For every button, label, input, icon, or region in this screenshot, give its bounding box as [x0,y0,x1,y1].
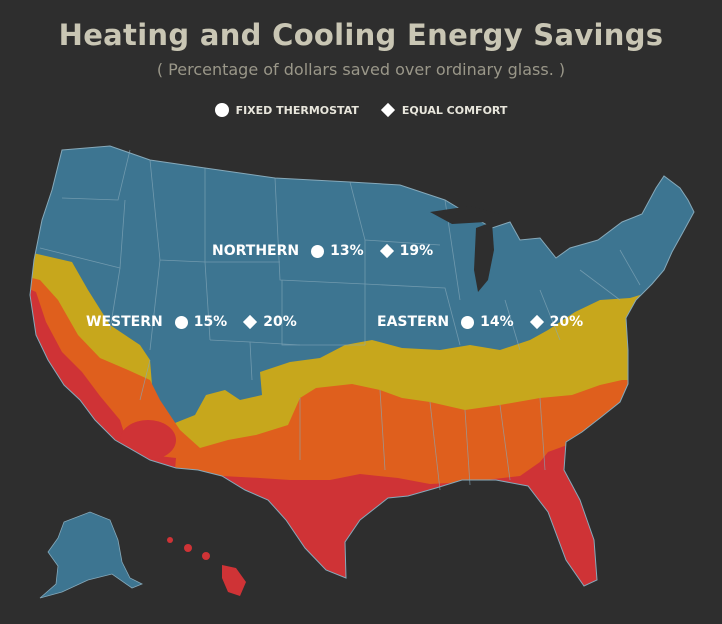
legend-fixed-thermostat-label: FIXED THERMOSTAT [235,103,359,117]
circle-icon [214,103,229,117]
map-subtitle: ( Percentage of dollars saved over ordin… [156,60,566,79]
diamond-icon [243,314,258,330]
diamond-icon [529,314,544,330]
lake-superior [430,206,500,224]
alaska [39,511,143,599]
region-eastern-equal-value: 20% [549,314,584,330]
circle-icon [311,244,325,258]
map-title: Heating and Cooling Energy Savings [58,18,664,52]
legend-equal-comfort: EQUAL COMFORT [380,102,508,118]
region-eastern-name: EASTERN [377,314,450,330]
region-northern-fixed-value: 13% [330,243,364,259]
legend-equal-comfort-label: EQUAL COMFORT [401,103,508,117]
region-western-equal-value: 20% [263,314,297,330]
region-eastern: EASTERN 14% 20% [377,314,583,330]
region-western-fixed-value: 15% [193,314,228,330]
region-northern: NORTHERN 13% 19% [212,243,433,259]
region-western: WESTERN 15% 20% [86,314,297,330]
hawaii [167,537,246,596]
region-eastern-fixed-value: 14% [480,314,514,330]
legend-fixed-thermostat: FIXED THERMOSTAT [214,103,359,117]
region-western-name: WESTERN [86,314,163,330]
region-northern-name: NORTHERN [212,243,300,259]
circle-icon [461,315,475,329]
legend: FIXED THERMOSTAT EQUAL COMFORT [0,102,722,118]
circle-icon [174,315,188,329]
diamond-icon [379,243,394,259]
lake-michigan [474,222,494,292]
region-northern-equal-value: 19% [399,243,434,259]
arizona-hot-spot [120,420,176,460]
